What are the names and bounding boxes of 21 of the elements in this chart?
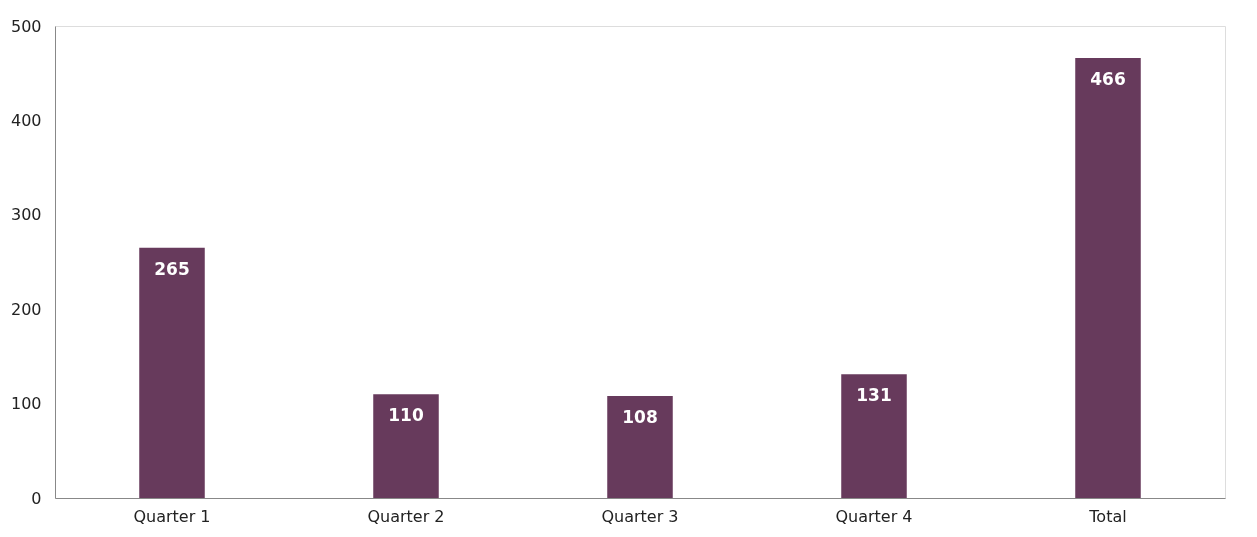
bar [607,396,673,498]
x-tick-label: Quarter 1 [133,506,211,526]
y-tick-label: 300 [10,205,42,225]
bar [373,394,439,498]
data-label: 265 [154,258,190,279]
bar [1075,58,1141,498]
y-tick-label: 0 [31,488,42,508]
bar [841,374,907,498]
data-label: 131 [856,385,892,406]
y-tick-label: 100 [10,394,42,414]
bar [139,247,205,498]
x-tick-label: Quarter 3 [601,506,679,526]
data-label: 110 [388,405,424,426]
y-tick-label: 500 [10,16,42,36]
data-label: 108 [622,407,658,428]
x-tick-label: Quarter 2 [367,506,445,526]
y-tick-label: 200 [10,299,42,319]
data-label: 466 [1090,69,1126,90]
x-tick-label: Total [1088,506,1127,526]
x-tick-label: Quarter 4 [835,506,913,526]
y-tick-label: 400 [10,110,42,130]
